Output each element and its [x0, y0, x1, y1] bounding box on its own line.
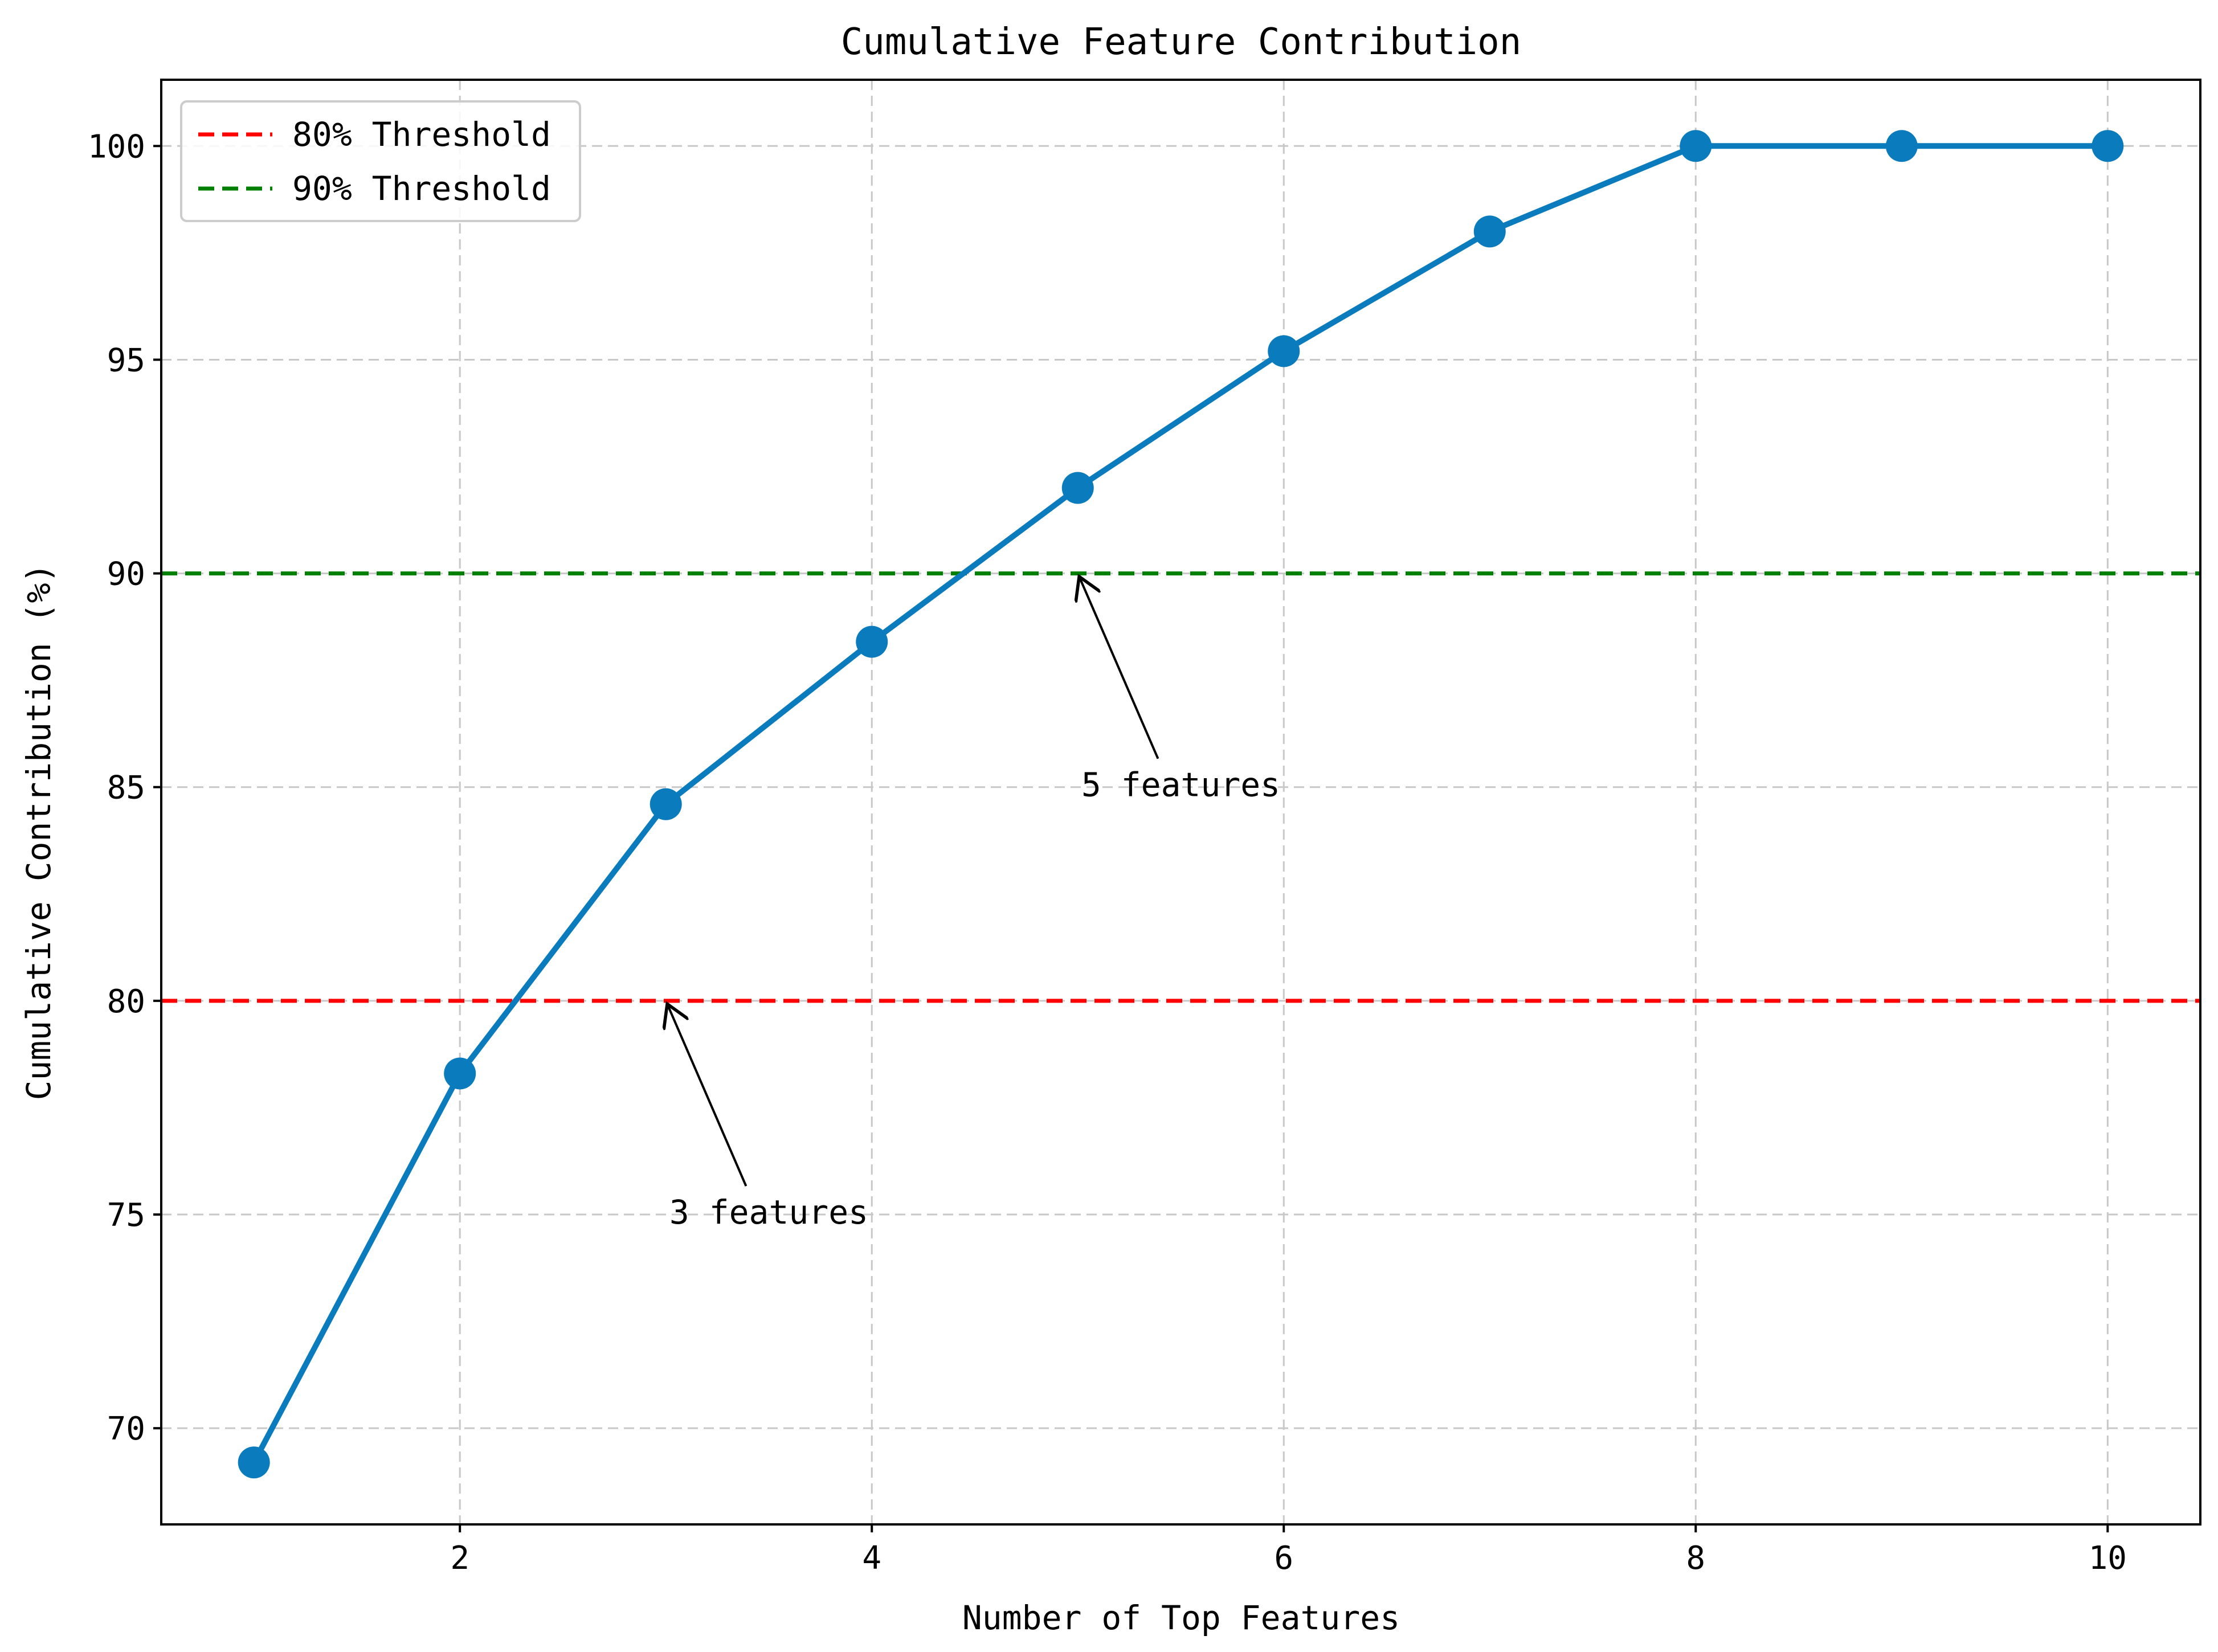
data-point [238, 1446, 270, 1479]
threshold-lines [161, 571, 2200, 1003]
legend-label: 80% Threshold [292, 115, 551, 154]
axis-ticks: 2 4 6 8 10 70 75 80 85 90 95 100 [88, 128, 2127, 1577]
x-tick-label: 10 [2089, 1540, 2127, 1577]
data-point [650, 788, 682, 820]
data-point [856, 625, 888, 658]
annotation-arrow [1079, 576, 1159, 759]
x-axis-label: Number of Top Features [962, 1598, 1400, 1637]
chart-title: Cumulative Feature Contribution [841, 21, 1521, 63]
data-point [1473, 215, 1506, 248]
series-layer [238, 130, 2124, 1479]
y-tick-label: 100 [88, 128, 145, 165]
y-tick-label: 70 [107, 1410, 145, 1447]
data-point [1885, 130, 1918, 162]
y-tick-label: 80 [107, 983, 145, 1020]
data-point [444, 1057, 476, 1090]
annotation-label: 5 features [1081, 766, 1280, 804]
annotations: 3 features 5 features [667, 576, 1280, 1232]
data-point [1061, 472, 1094, 504]
data-point [2092, 130, 2124, 162]
y-tick-label: 95 [107, 342, 145, 379]
y-tick-label: 75 [107, 1197, 145, 1234]
x-tick-label: 4 [862, 1540, 881, 1577]
legend-box [180, 100, 581, 222]
x-tick-label: 8 [1686, 1540, 1705, 1577]
y-tick-label: 90 [107, 556, 145, 593]
data-point [1268, 335, 1300, 367]
legend-label: 90% Threshold [292, 169, 551, 208]
y-axis-label: Cumulative Contribution (%) [19, 563, 58, 1101]
annotation-label: 3 features [669, 1193, 868, 1232]
data-point [1680, 130, 1712, 162]
y-tick-label: 85 [107, 770, 145, 807]
series-line [251, 143, 2108, 1464]
plot-frame [160, 79, 2201, 1526]
x-tick-label: 2 [450, 1540, 469, 1577]
legend: 80% Threshold 90% Threshold [180, 100, 581, 222]
annotation-arrow [667, 1004, 747, 1187]
x-tick-label: 6 [1274, 1540, 1293, 1577]
